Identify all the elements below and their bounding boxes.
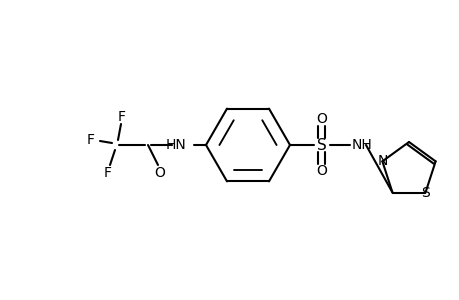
Text: F: F xyxy=(118,110,126,124)
Text: S: S xyxy=(420,186,429,200)
Text: F: F xyxy=(87,133,95,147)
Text: N: N xyxy=(376,154,387,168)
Text: O: O xyxy=(316,112,327,126)
Text: NH: NH xyxy=(351,138,372,152)
Text: HN: HN xyxy=(165,138,185,152)
Text: O: O xyxy=(316,164,327,178)
Text: S: S xyxy=(316,137,326,152)
Text: O: O xyxy=(154,166,165,180)
Text: F: F xyxy=(104,166,112,180)
